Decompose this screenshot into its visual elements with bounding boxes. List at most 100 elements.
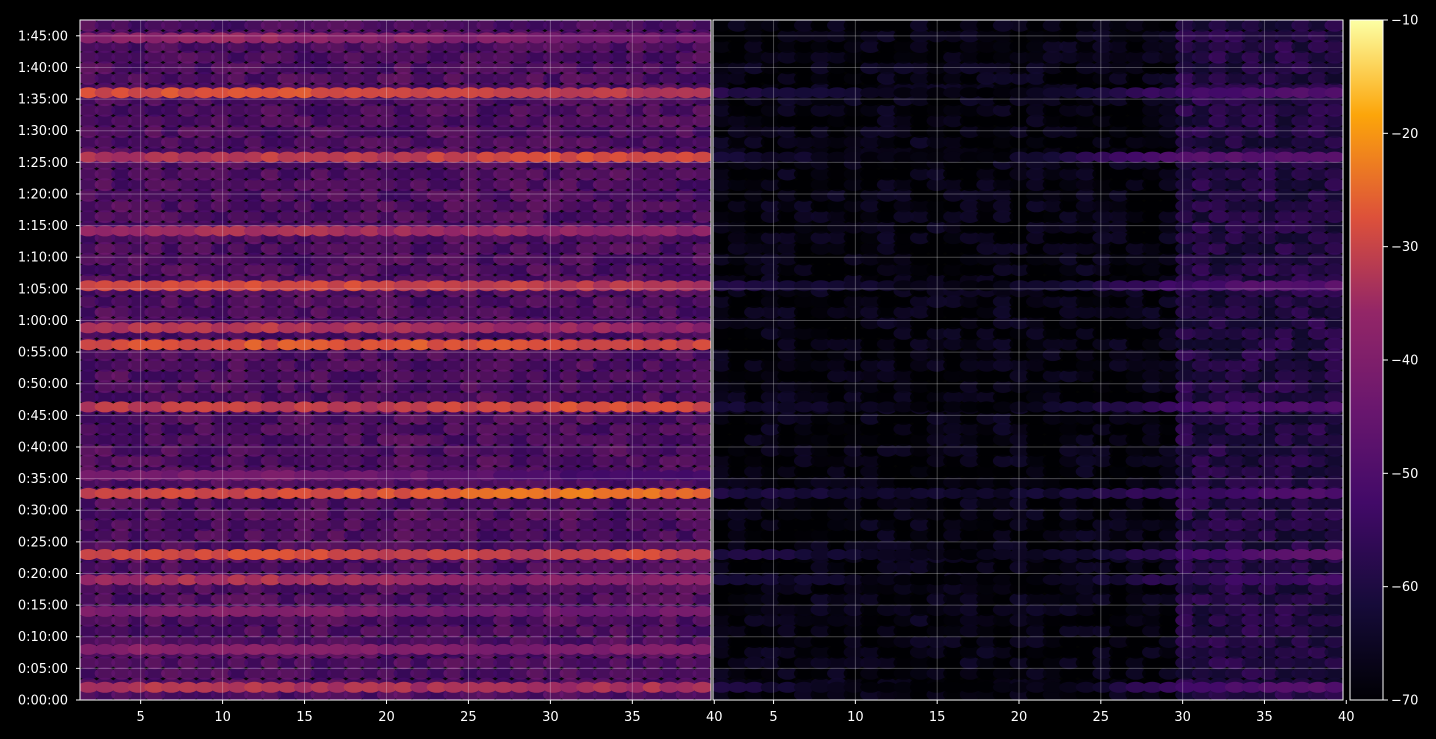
heatmap-cell-left: [443, 210, 464, 224]
heatmap-cell-left: [343, 114, 365, 128]
heatmap-band-cell-left: [410, 549, 431, 560]
heatmap-band-cell-left: [327, 225, 348, 237]
heatmap-cell-right: [909, 231, 931, 245]
heatmap-band-cell-left: [277, 322, 298, 334]
heatmap-cell-left: [210, 433, 232, 447]
heatmap-cell-left: [144, 188, 165, 202]
heatmap-cell-right: [1142, 369, 1163, 383]
heatmap-cell-left: [543, 167, 564, 181]
heatmap-cell-right: [713, 369, 732, 383]
heatmap-cell-left: [393, 624, 415, 638]
heatmap-cell-left: [493, 252, 514, 266]
heatmap-cell-left: [410, 252, 431, 266]
heatmap-cell-right: [1241, 422, 1263, 436]
heatmap-cell-right: [959, 316, 981, 330]
heatmap-cell-left: [177, 656, 199, 670]
heatmap-cell-right: [1241, 539, 1263, 553]
heatmap-band-cell-left: [244, 643, 265, 655]
heatmap-cell-left: [360, 295, 381, 308]
heatmap-cell-right: [1274, 305, 1296, 319]
heatmap-cell-left: [144, 454, 165, 468]
heatmap-band-cell-left: [194, 574, 215, 586]
heatmap-cell-right: [1208, 369, 1229, 383]
heatmap-cell-right: [1324, 507, 1343, 521]
heatmap-cell-right: [1042, 475, 1064, 489]
heatmap-cell-left: [360, 61, 381, 75]
heatmap-cell-left: [626, 528, 647, 542]
heatmap-cell-right: [843, 295, 865, 308]
heatmap-cell-right: [1026, 613, 1047, 627]
heatmap-cell-right: [1142, 380, 1163, 393]
heatmap-cell-left: [410, 210, 431, 224]
heatmap-cell-right: [1241, 380, 1263, 393]
heatmap-cell-right: [793, 624, 815, 638]
heatmap-cell-right: [926, 497, 948, 510]
heatmap-cell-right: [1092, 443, 1113, 457]
heatmap-cell-right: [909, 390, 931, 404]
heatmap-cell-left: [144, 114, 165, 128]
heatmap-cell-left: [111, 443, 132, 457]
heatmap-cell-left: [576, 358, 597, 372]
heatmap-band-cell-left: [559, 549, 581, 560]
heatmap-cell-left: [244, 125, 265, 138]
heatmap-cell-left: [393, 656, 415, 670]
heatmap-cell-right: [959, 624, 981, 638]
heatmap-cell-left: [310, 358, 332, 372]
heatmap-cell-right: [1026, 624, 1047, 638]
heatmap-cell-right: [943, 178, 964, 192]
heatmap-cell-left: [277, 40, 298, 53]
heatmap-cell-right: [1324, 369, 1343, 383]
heatmap-cell-left: [277, 263, 298, 277]
heatmap-band-cell-left: [393, 339, 415, 351]
heatmap-cell-right: [1125, 518, 1147, 532]
heatmap-cell-left: [675, 497, 697, 510]
heatmap-cell-left: [80, 20, 99, 32]
heatmap-cell-right: [1224, 539, 1246, 553]
heatmap-band-cell-left: [343, 225, 365, 237]
heatmap-cell-right: [1158, 327, 1180, 340]
heatmap-cell-left: [576, 263, 597, 277]
heatmap-cell-left: [260, 167, 282, 181]
heatmap-cell-left: [194, 252, 215, 266]
heatmap-band-cell-left: [592, 151, 614, 163]
heatmap-cell-left: [177, 72, 199, 85]
heatmap-cell-right: [1274, 528, 1296, 542]
heatmap-cell-left: [94, 199, 116, 213]
heatmap-cell-left: [244, 114, 265, 128]
heatmap-cell-right: [1274, 390, 1296, 404]
heatmap-cell-right: [1026, 231, 1047, 245]
heatmap-cell-right: [1307, 592, 1329, 606]
heatmap-cell-left: [476, 178, 498, 192]
heatmap-cell-left: [127, 135, 149, 149]
heatmap-band-cell-left: [194, 280, 215, 292]
heatmap-cell-right: [909, 199, 931, 213]
heatmap-band-cell-left: [343, 322, 365, 334]
heatmap-cell-left: [543, 390, 564, 404]
heatmap-cell-right: [744, 582, 765, 595]
heatmap-cell-right: [727, 443, 749, 457]
heatmap-cell-left: [476, 72, 498, 85]
heatmap-cell-right: [1241, 528, 1263, 542]
heatmap-cell-left: [210, 178, 232, 192]
heatmap-band-cell-left: [410, 574, 431, 586]
heatmap-cell-left: [293, 20, 315, 32]
heatmap-cell-right: [1241, 518, 1263, 532]
heatmap-cell-left: [659, 114, 680, 128]
heatmap-cell-right: [1092, 412, 1113, 425]
heatmap-cell-left: [642, 582, 664, 595]
heatmap-cell-right: [1175, 433, 1196, 447]
heatmap-cell-right: [876, 465, 898, 478]
heatmap-cell-right: [909, 433, 931, 447]
heatmap-cell-right: [810, 667, 832, 680]
heatmap-cell-right: [1175, 188, 1196, 202]
heatmap-cell-right: [793, 390, 815, 404]
heatmap-cell-right: [713, 337, 732, 351]
heatmap-cell-right: [1142, 412, 1163, 425]
heatmap-cell-left: [609, 263, 630, 277]
heatmap-cell-left: [360, 582, 381, 595]
heatmap-cell-right: [1158, 656, 1180, 670]
heatmap-band-cell-left: [327, 681, 348, 693]
heatmap-cell-left: [642, 135, 664, 149]
heatmap-cell-left: [227, 528, 249, 542]
heatmap-band-cell-left: [626, 469, 647, 481]
